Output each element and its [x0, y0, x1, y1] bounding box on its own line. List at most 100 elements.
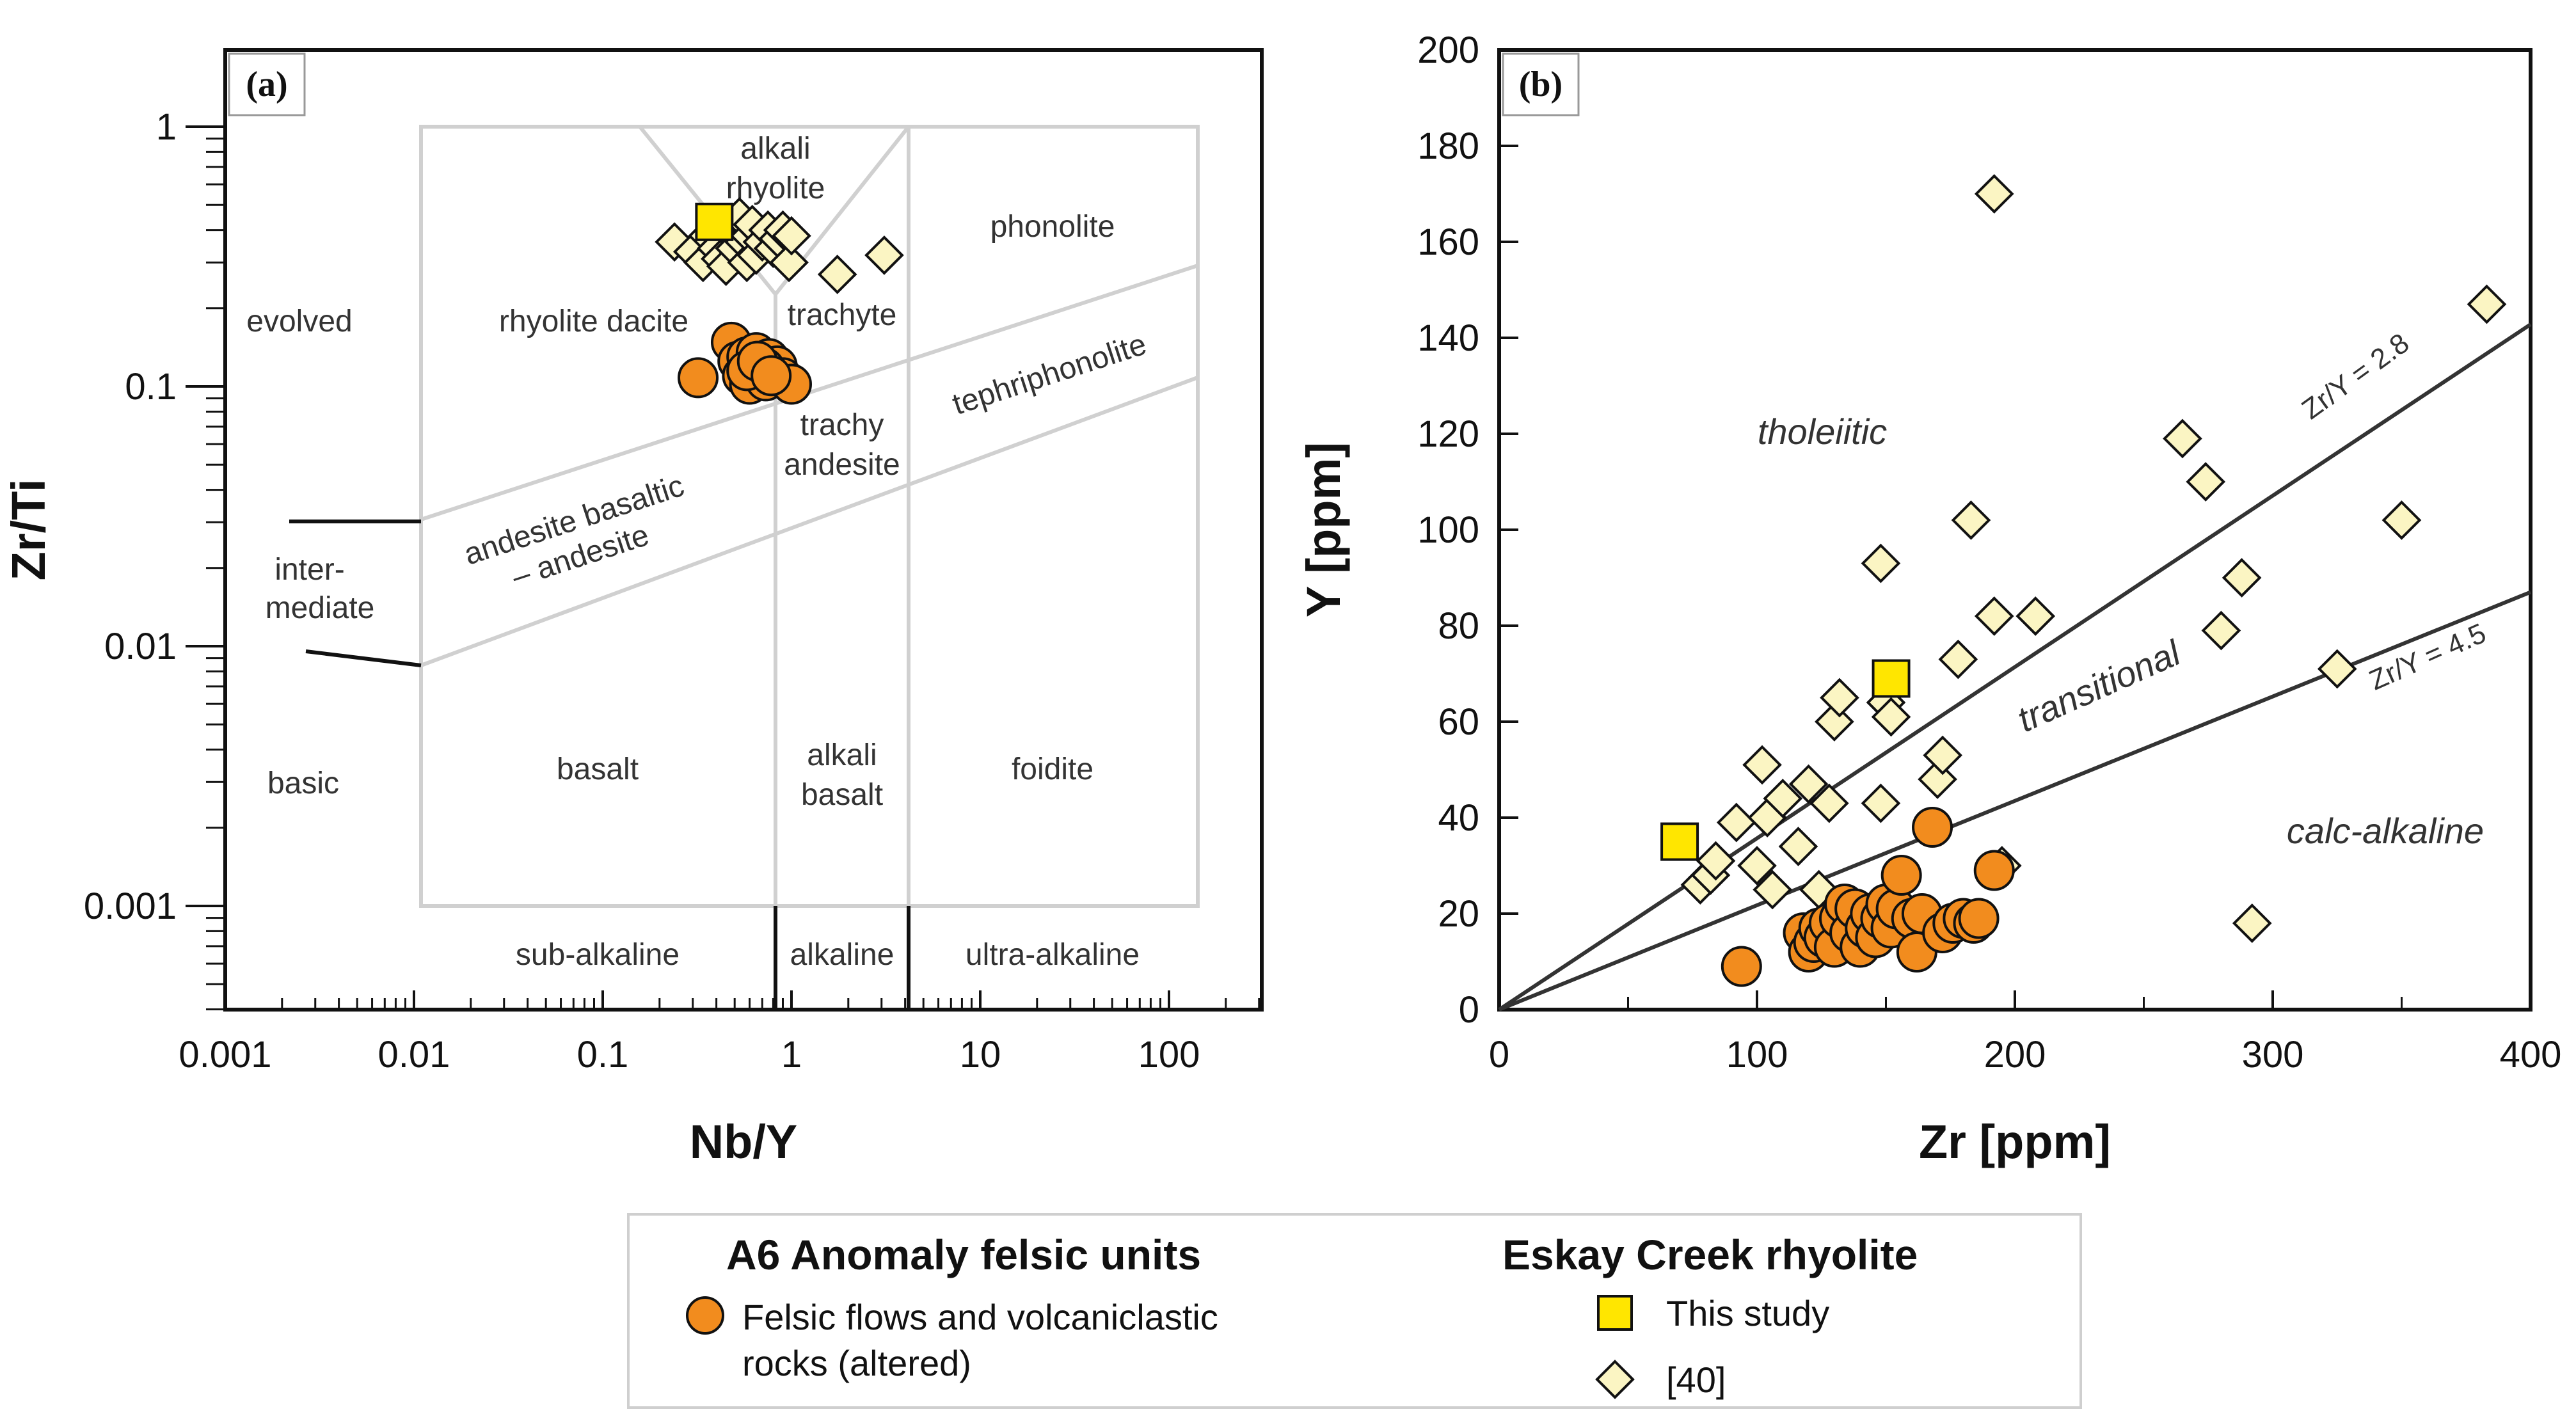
panel-a-ticks: 0.001 0.01 0.1 1 10 100 0.001 0.01 0.1 1 — [84, 106, 1260, 1076]
panel-b-diamond-point — [1974, 596, 2014, 636]
panel-b-circle-point — [1973, 850, 2015, 891]
label-basic: basic — [267, 766, 339, 800]
panel-b-diamond-point — [1696, 841, 1736, 881]
panel-b-y-tick-label: 180 — [1417, 125, 1479, 167]
panel-b-x-tick-label: 200 — [1984, 1034, 2046, 1076]
label-intermediate-1: inter- — [274, 553, 344, 587]
panel-b-diamond-point — [1871, 697, 1911, 737]
panel-b-y-tick-label: 160 — [1417, 221, 1479, 263]
label-alkaline: alkaline — [790, 938, 894, 972]
field-outer-box — [419, 125, 1200, 908]
ratio-line-4-5 — [1498, 590, 2532, 1012]
panel-b-x-tick-label: 0 — [1489, 1034, 1509, 1076]
panel-a-x-axis-title: Nb/Y — [690, 1115, 798, 1168]
panel-a-diamond-point — [864, 235, 904, 275]
label-alkali-basalt-2: basalt — [801, 778, 883, 812]
panel-b-diamond-point — [2381, 500, 2422, 540]
label-sub-alkaline: sub-alkaline — [516, 938, 680, 972]
panel-b-y-tick-label: 40 — [1438, 797, 1479, 839]
panel-b-diamond-point — [2015, 596, 2056, 636]
panel-b-diamond-point — [1753, 869, 1793, 910]
panel-a-y-tick-label: 1 — [156, 106, 177, 148]
panel-b-diamond-point — [1820, 678, 1859, 718]
panel-b-square-point — [1660, 822, 1699, 861]
panel-b-diamond-point — [1778, 827, 1818, 866]
panel-a-x-tick-label: 0.001 — [179, 1034, 271, 1076]
label-alkali-basalt-1: alkali — [807, 738, 877, 772]
panel-a-square-point — [695, 202, 734, 241]
panel-b-diamond-point — [1951, 500, 1991, 540]
panel-a-points — [655, 196, 904, 405]
panel-b-tag: (b) — [1519, 65, 1562, 104]
panel-b-diamond-point — [1716, 802, 1756, 843]
panel-b-diamond-point — [1788, 764, 1829, 804]
panel-b-circle-point — [1880, 855, 1922, 896]
panel-b-diamond-point — [1809, 783, 1849, 823]
panel-a-diamond-point — [817, 255, 857, 294]
panel-b-x-axis-title: Zr [ppm] — [1919, 1115, 2111, 1168]
panel-b-diamond-point — [2186, 462, 2226, 502]
panel-b-circle-point — [1721, 946, 1762, 987]
panel-b-diamond-point — [1938, 639, 1978, 679]
panel-a-circle-point — [751, 355, 792, 397]
panel-b-y-tick-label: 100 — [1417, 509, 1479, 551]
panel-b-diamond-point — [1742, 745, 1782, 785]
label-rhyolite-dacite: rhyolite dacite — [499, 305, 688, 338]
boundary-andesite-lower — [420, 376, 1199, 667]
legend: A6 Anomaly felsic units Felsic flows and… — [627, 1213, 2082, 1409]
label-phonolite: phonolite — [990, 210, 1115, 244]
panel-a-circle-point — [678, 357, 719, 399]
legend-group1-title: A6 Anomaly felsic units — [726, 1231, 1201, 1278]
legend-group2-title: Eskay Creek rhyolite — [1502, 1231, 1918, 1278]
panel-a-tag: (a) — [246, 65, 287, 104]
label-basalt: basalt — [557, 752, 639, 786]
panel-b-y-tick-label: 20 — [1438, 893, 1479, 935]
panel-a-y-tick-label: 0.1 — [125, 366, 177, 408]
panel-a-x-tick-label: 0.1 — [577, 1034, 629, 1076]
panel-a-y-tick-label: 0.01 — [104, 626, 177, 667]
label-alkali-rhyolite-2: rhyolite — [726, 171, 825, 205]
panel-b-diamond-point — [2232, 903, 2272, 943]
label-ultra-alkaline: ultra-alkaline — [966, 938, 1140, 972]
panel-a-y-axis-title: Zr/Ti — [2, 479, 55, 581]
panel-b-diamond-point — [1861, 783, 1901, 823]
panel-b-square-point — [1872, 659, 1911, 698]
legend-group1-item-line1: Felsic flows and volcaniclastic — [742, 1297, 1218, 1337]
ratio-line-2-8 — [1498, 322, 2532, 1012]
label-alkali-rhyolite-1: alkali — [740, 132, 810, 166]
panel-a-tag-box — [228, 52, 306, 116]
panel-b-diamond-point — [2467, 284, 2507, 324]
label-evolved: evolved — [246, 305, 352, 338]
panel-a-x-tick-label: 0.01 — [378, 1034, 450, 1076]
panel-b-circle-point — [1912, 807, 1953, 848]
panel-b-y-tick-label: 140 — [1417, 317, 1479, 359]
legend-group2-item2: [40] — [1666, 1360, 1726, 1400]
label-foidite: foidite — [1012, 752, 1093, 786]
panel-b-diamond-point — [2201, 610, 2241, 651]
panel-b-ticks: 0 100 200 300 400 0 20 40 60 80 100 120 140 160 180 200 — [1417, 29, 2561, 1076]
panel-b-y-tick-label: 80 — [1438, 605, 1479, 647]
panel-a-y-tick-label: 0.001 — [84, 885, 177, 927]
panel-a-diamond-point — [772, 216, 811, 256]
label-trachy-andesite-1: trachy — [800, 408, 884, 442]
panel-b-zr-y-diagram: 0 100 200 300 400 0 20 40 60 80 100 120 140 160 180 200… — [1297, 29, 2561, 1168]
divider-intermediate-lower — [305, 649, 422, 667]
panel-b-diamond-point — [1923, 735, 1962, 775]
panel-a-tas-diagram: 0.001 0.01 0.1 1 10 100 0.001 0.01 0.1 1 alkali r… — [2, 48, 1264, 1168]
legend-group2-item1: This study — [1666, 1293, 1829, 1333]
panel-b-y-axis-title: Y [ppm] — [1297, 442, 1350, 617]
legend-group1-item-line2: rocks (altered) — [742, 1343, 971, 1383]
panel-b-x-tick-label: 100 — [1726, 1034, 1788, 1076]
panel-b-y-tick-label: 60 — [1438, 701, 1479, 743]
panel-a-x-tick-label: 10 — [960, 1034, 1001, 1076]
panel-b-diamond-point — [1974, 174, 2014, 214]
panel-a-field-boundaries — [289, 125, 1200, 1010]
panel-a-x-tick-label: 1 — [781, 1034, 802, 1076]
panel-b-x-tick-label: 300 — [2242, 1034, 2304, 1076]
label-tholeiitic: tholeiitic — [1758, 411, 1887, 452]
legend-square-marker — [1597, 1295, 1633, 1331]
legend-frame — [627, 1213, 2082, 1409]
panel-b-circle-point — [1958, 898, 2000, 939]
panel-a-x-tick-label: 100 — [1138, 1034, 1200, 1076]
